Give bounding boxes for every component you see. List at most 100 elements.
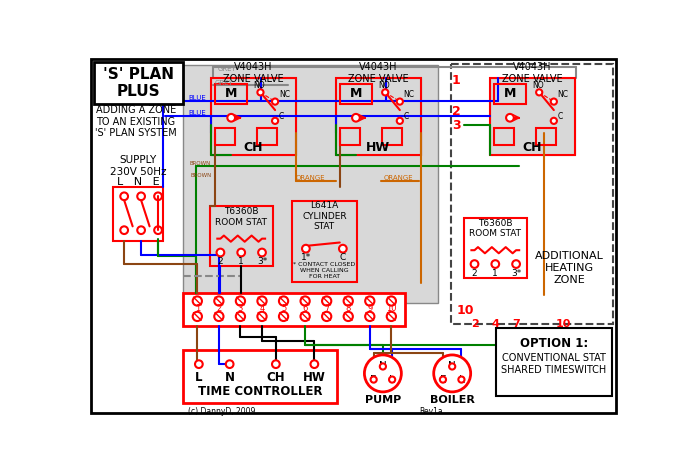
Text: NC: NC (404, 90, 415, 99)
Circle shape (236, 312, 245, 321)
Bar (496, 328, 611, 396)
Bar (112, 187, 164, 241)
Text: M: M (350, 88, 362, 101)
Text: ADDITIONAL
HEATING
ZONE: ADDITIONAL HEATING ZONE (535, 251, 604, 285)
Circle shape (380, 363, 386, 370)
Text: V4043H
ZONE VALVE: V4043H ZONE VALVE (348, 62, 408, 84)
Text: L: L (195, 371, 203, 384)
Text: 7: 7 (512, 319, 520, 329)
Text: N: N (379, 361, 387, 372)
Text: 2: 2 (471, 319, 478, 329)
Circle shape (322, 312, 331, 321)
Text: CH: CH (522, 141, 542, 154)
Text: GREY: GREY (217, 66, 236, 72)
Text: 1: 1 (195, 304, 200, 313)
Text: L641A
CYLINDER
STAT: L641A CYLINDER STAT (302, 201, 346, 231)
Circle shape (344, 296, 353, 306)
Text: GREY: GREY (215, 80, 234, 86)
Bar (382, 128, 402, 145)
Text: TIME CONTROLLER: TIME CONTROLLER (198, 385, 323, 398)
Circle shape (301, 312, 310, 321)
Text: 3*: 3* (511, 269, 521, 278)
Circle shape (154, 227, 162, 234)
Text: C: C (339, 253, 346, 262)
Text: NC: NC (279, 90, 290, 99)
Circle shape (322, 296, 331, 306)
Bar (339, 128, 359, 145)
Circle shape (397, 118, 403, 124)
Text: PUMP: PUMP (365, 395, 401, 404)
Text: 4: 4 (259, 304, 265, 313)
Text: CH: CH (244, 141, 264, 154)
Circle shape (279, 312, 288, 321)
Text: L: L (389, 374, 395, 385)
Circle shape (458, 376, 464, 383)
Circle shape (386, 312, 396, 321)
Bar (211, 78, 296, 155)
Circle shape (272, 360, 279, 368)
Bar (184, 66, 437, 302)
Circle shape (365, 296, 375, 306)
Bar (210, 206, 273, 266)
Text: M: M (225, 88, 237, 101)
Bar (257, 128, 277, 145)
Circle shape (120, 227, 128, 234)
Circle shape (272, 118, 278, 124)
Text: 7: 7 (324, 304, 329, 313)
Circle shape (258, 249, 266, 256)
Text: N: N (225, 371, 235, 384)
Circle shape (352, 114, 359, 122)
Text: BROWN: BROWN (190, 173, 212, 178)
Text: HW: HW (303, 371, 326, 384)
Text: OPTION 1:: OPTION 1: (520, 337, 588, 350)
Circle shape (449, 363, 455, 370)
Bar (464, 218, 527, 278)
Circle shape (279, 296, 288, 306)
Text: (c) DannyD, 2009: (c) DannyD, 2009 (188, 407, 255, 416)
Text: 3: 3 (452, 119, 460, 132)
Text: SUPPLY
230V 50Hz: SUPPLY 230V 50Hz (110, 155, 166, 177)
Text: 6: 6 (302, 304, 308, 313)
Text: 10: 10 (386, 304, 397, 313)
Bar (184, 351, 337, 402)
Circle shape (120, 192, 128, 200)
Circle shape (215, 296, 224, 306)
Bar (215, 84, 248, 104)
Bar (215, 128, 235, 145)
Text: 10: 10 (457, 304, 474, 317)
Circle shape (440, 376, 446, 383)
Bar (292, 201, 357, 282)
Bar (536, 128, 556, 145)
Circle shape (257, 312, 266, 321)
Text: E: E (440, 374, 446, 385)
Circle shape (339, 245, 346, 253)
Text: 2: 2 (216, 304, 221, 313)
Bar (490, 78, 575, 155)
Circle shape (195, 360, 203, 368)
Bar (490, 78, 575, 155)
Text: 9: 9 (367, 304, 373, 313)
Circle shape (386, 296, 396, 306)
Circle shape (272, 98, 278, 105)
Circle shape (310, 360, 318, 368)
Text: BLUE: BLUE (188, 95, 206, 101)
Text: ORANGE: ORANGE (296, 175, 326, 181)
Text: 8: 8 (346, 304, 351, 313)
Circle shape (215, 312, 224, 321)
Circle shape (506, 114, 514, 122)
Circle shape (512, 260, 520, 268)
Text: N: N (448, 361, 456, 372)
Circle shape (226, 360, 233, 368)
Text: C: C (279, 112, 284, 121)
Circle shape (389, 376, 395, 383)
Text: 2: 2 (472, 269, 477, 278)
Text: 4: 4 (491, 319, 500, 329)
Circle shape (154, 192, 162, 200)
Circle shape (365, 312, 375, 321)
Circle shape (257, 296, 266, 306)
Text: V4043H
ZONE VALVE: V4043H ZONE VALVE (223, 62, 284, 84)
Circle shape (302, 245, 310, 253)
Bar (211, 78, 296, 155)
Text: ORANGE: ORANGE (384, 175, 413, 181)
Circle shape (236, 296, 245, 306)
